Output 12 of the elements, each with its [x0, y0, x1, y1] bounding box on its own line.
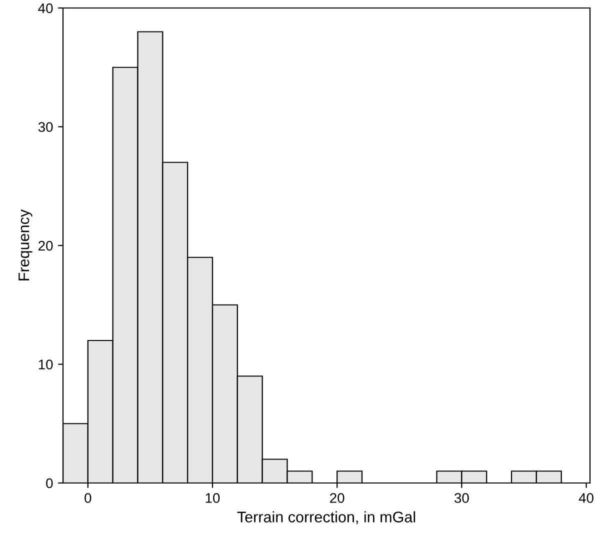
x-tick-label: 10: [206, 493, 220, 503]
x-tick-label: 30: [454, 493, 469, 503]
x-tick-label: 40: [578, 493, 594, 503]
y-tick-label: 40: [38, 3, 53, 14]
y-tick-label: 10: [38, 360, 53, 370]
x-tick-label: 20: [330, 493, 344, 503]
y-axis-title: Frequency: [18, 209, 32, 280]
x-axis-title: Terrain correction, in mGal: [237, 511, 416, 524]
y-tick-label: 0: [46, 478, 53, 488]
y-tick-label: 20: [38, 240, 53, 251]
y-tick-label: 30: [38, 122, 53, 132]
x-tick-label: 0: [84, 493, 92, 503]
